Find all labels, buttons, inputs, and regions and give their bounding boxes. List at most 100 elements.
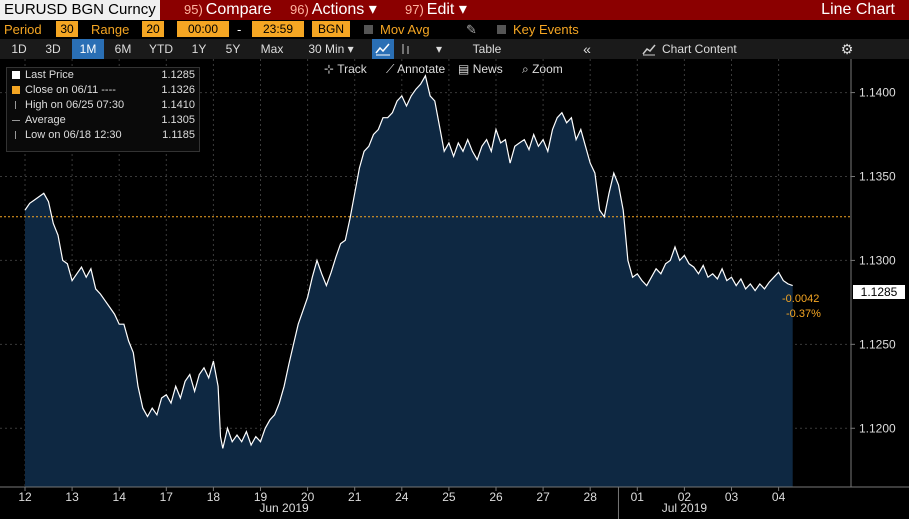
- zoom-label: Zoom: [532, 62, 563, 76]
- table-button[interactable]: Table: [472, 42, 502, 56]
- track-label: Track: [337, 62, 367, 76]
- track-tool[interactable]: ⊹ Track: [324, 62, 367, 76]
- track-icon: ⊹: [324, 62, 335, 76]
- range-5y-button[interactable]: 5Y: [225, 42, 241, 56]
- low-marker-icon: [15, 131, 16, 139]
- range-1d-button[interactable]: 1D: [11, 42, 27, 56]
- legend-high[interactable]: High on 06/25 07:30 1.1410: [7, 98, 199, 113]
- legend-label: Close on 06/11 ----: [25, 84, 116, 96]
- legend-close[interactable]: Close on 06/11 ---- 1.1326: [7, 83, 199, 98]
- edit-label: Edit ▾: [426, 1, 467, 18]
- chart-content-button[interactable]: Chart Content: [662, 42, 737, 56]
- x-tick-label: 01: [631, 490, 645, 504]
- y-tick-label: 1.1250: [859, 337, 896, 351]
- x-tick-label: 25: [442, 490, 456, 504]
- time-to-input[interactable]: 23:59: [252, 21, 304, 37]
- legend-last-price[interactable]: Last Price 1.1285: [7, 68, 199, 83]
- close-swatch: [12, 86, 20, 94]
- high-marker-icon: [15, 101, 16, 109]
- line-chart-icon[interactable]: [372, 39, 394, 59]
- period-input[interactable]: 30: [56, 21, 78, 37]
- x-tick-label: 26: [489, 490, 503, 504]
- zoom-tool[interactable]: ⌕ Zoom: [522, 62, 563, 77]
- chart-style-dropdown-icon[interactable]: ▾: [435, 42, 443, 56]
- y-tick-label: 1.1400: [859, 86, 896, 100]
- gear-icon[interactable]: ⚙: [840, 41, 854, 57]
- x-tick-label: 18: [207, 490, 221, 504]
- actions-menu[interactable]: 96) Actions ▾: [290, 0, 377, 20]
- range-1y-button[interactable]: 1Y: [191, 42, 207, 56]
- x-tick-label: 13: [65, 490, 79, 504]
- legend-value: 1.1410: [161, 99, 195, 111]
- compare-shortcut: 95): [184, 2, 203, 17]
- zoom-icon: ⌕: [522, 62, 529, 76]
- range-3d-button[interactable]: 3D: [45, 42, 61, 56]
- key-events-label: Key Events: [513, 22, 579, 37]
- interval-select[interactable]: 30 Min ▾: [308, 42, 354, 56]
- month-label: Jul 2019: [662, 501, 708, 515]
- pencil-icon[interactable]: ✎: [466, 22, 477, 37]
- annotate-label: Annotate: [397, 62, 446, 76]
- chart-content-icon: [640, 39, 658, 59]
- range-label: Range: [91, 22, 130, 37]
- y-tick-label: 1.1350: [859, 169, 896, 183]
- legend-value: 1.1185: [162, 129, 195, 141]
- x-tick-label: 27: [536, 490, 550, 504]
- time-from-input[interactable]: 00:00: [177, 21, 229, 37]
- x-tick-label: 17: [160, 490, 174, 504]
- x-tick-label: 12: [18, 490, 32, 504]
- news-label: News: [472, 62, 503, 76]
- options-bar: Period 30 Range 20 00:00 - 23:59 BGN Mov…: [0, 20, 909, 39]
- legend-value: 1.1326: [161, 84, 195, 96]
- x-axis-ticks: 12 13 14 17 18 19 20 21 24 25 26 27 28 01 02 03 04: [18, 487, 786, 504]
- legend-label: High on 06/25 07:30: [25, 99, 125, 111]
- legend-label: Average: [25, 114, 66, 126]
- edit-shortcut: 97): [405, 2, 424, 17]
- title-bar: EURUSD BGN Curncy 95) Compare 96) Actions …: [0, 0, 909, 20]
- x-tick-label: 24: [395, 490, 409, 504]
- key-events-checkbox[interactable]: [497, 25, 506, 34]
- source-input[interactable]: BGN: [312, 21, 350, 37]
- security-ticker[interactable]: EURUSD BGN Curncy: [0, 0, 160, 20]
- change-percent: -0.37%: [786, 308, 821, 320]
- legend-low[interactable]: Low on 06/18 12:30 1.1185: [7, 128, 199, 143]
- y-axis-ticks: 1.1400 1.1350 1.1300 1.1250 1.1200: [851, 86, 896, 435]
- range-1m-button[interactable]: 1M: [72, 39, 104, 59]
- legend-label: Low on 06/18 12:30: [25, 129, 122, 141]
- news-tool[interactable]: ▤ News: [458, 62, 503, 76]
- x-tick-label: 03: [725, 490, 739, 504]
- legend-value: 1.1285: [161, 69, 195, 81]
- compare-button[interactable]: 95) Compare: [184, 0, 272, 20]
- price-line: [24, 74, 793, 449]
- news-icon: ▤: [458, 62, 470, 76]
- x-tick-label: 28: [584, 490, 598, 504]
- period-label: Period: [4, 22, 42, 37]
- x-tick-label: 14: [113, 490, 127, 504]
- edit-menu[interactable]: 97) Edit ▾: [405, 0, 467, 20]
- annotate-icon: ⟋: [386, 62, 395, 76]
- x-tick-label: 19: [254, 490, 268, 504]
- range-6m-button[interactable]: 6M: [114, 42, 132, 56]
- compare-label: Compare: [205, 1, 272, 18]
- legend-average[interactable]: Average 1.1305: [7, 113, 199, 128]
- time-separator: -: [237, 22, 242, 37]
- chart-legend: Last Price 1.1285 Close on 06/11 ---- 1.…: [6, 67, 200, 152]
- collapse-icon[interactable]: «: [583, 41, 591, 57]
- last-price-tag: 1.1285: [853, 285, 905, 299]
- range-input[interactable]: 20: [142, 21, 164, 37]
- range-ytd-button[interactable]: YTD: [149, 42, 173, 56]
- x-tick-label: 04: [772, 490, 786, 504]
- chart-toolbar: 1D 3D 1M 6M YTD 1Y 5Y Max 30 Min ▾ ▾ Tab…: [0, 39, 909, 59]
- average-marker-icon: [12, 120, 20, 121]
- month-label: Jun 2019: [259, 501, 309, 515]
- y-tick-label: 1.1300: [859, 253, 896, 267]
- bar-chart-icon[interactable]: [396, 39, 416, 59]
- change-absolute: -0.0042: [782, 293, 820, 305]
- x-tick-label: 20: [301, 490, 315, 504]
- x-tick-label: 02: [678, 490, 692, 504]
- range-max-button[interactable]: Max: [260, 42, 284, 56]
- mov-avg-checkbox[interactable]: [364, 25, 373, 34]
- x-tick-label: 21: [348, 490, 362, 504]
- annotate-tool[interactable]: ⟋ Annotate: [386, 62, 445, 77]
